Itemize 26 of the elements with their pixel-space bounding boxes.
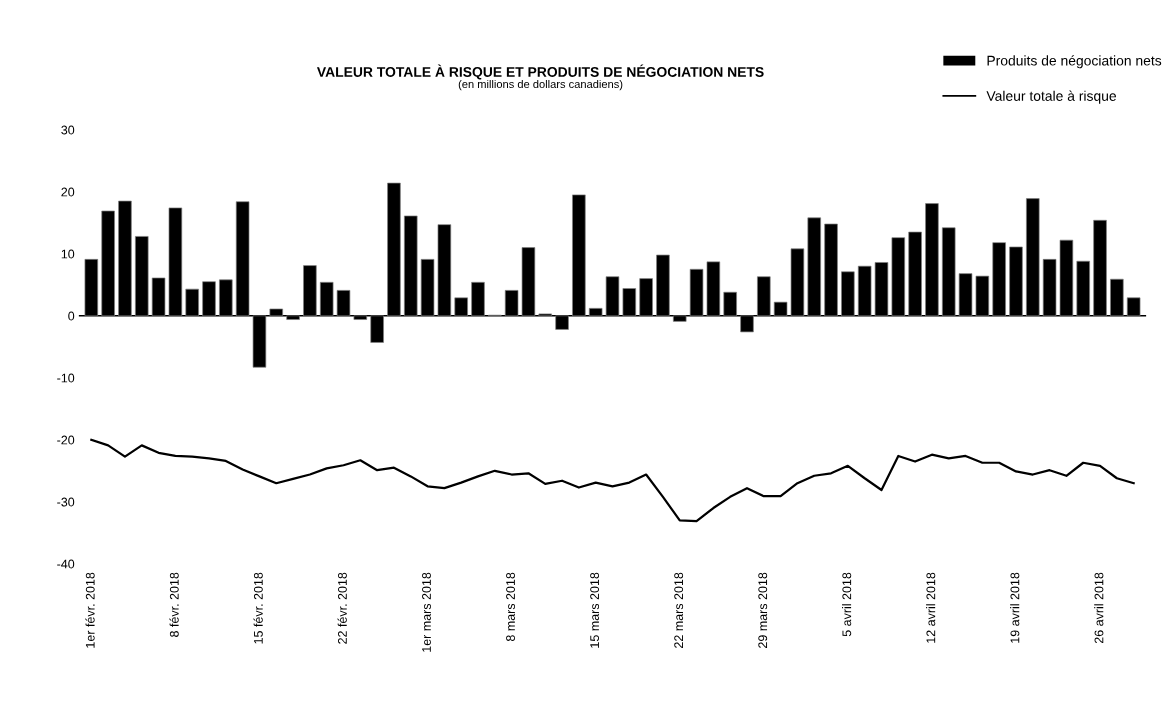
y-tick-label: -40 xyxy=(57,559,75,569)
x-tick-label: 1er mars 2018 xyxy=(422,572,431,652)
x-tick-label: 19 avril 2018 xyxy=(1010,572,1020,643)
x-tick-label: 12 avril 2018 xyxy=(926,572,936,643)
x-tick-label: 1er févr. 2018 xyxy=(85,572,95,648)
y-tick-label: -30 xyxy=(57,497,75,507)
y-tick-label: 10 xyxy=(61,249,75,259)
line-series xyxy=(90,438,1135,523)
x-tick-label: 29 mars 2018 xyxy=(758,572,768,648)
x-tick-label: 15 mars 2018 xyxy=(590,572,600,648)
x-tick-label: 15 févr. 2018 xyxy=(253,572,263,644)
y-tick-label: 30 xyxy=(61,125,75,135)
x-tick-label: 8 févr. 2018 xyxy=(169,572,179,637)
x-tick-label: 5 avril 2018 xyxy=(842,572,852,637)
y-tick-label: -10 xyxy=(57,373,75,383)
x-tick-label: 22 févr. 2018 xyxy=(337,572,347,644)
x-tick-label: 22 mars 2018 xyxy=(674,572,684,648)
chart-subtitle: (en millions de dollars canadiens) xyxy=(458,79,623,91)
y-tick-label: 20 xyxy=(61,187,75,197)
legend-label: Produits de négociation nets xyxy=(987,55,1162,69)
x-tick-label: 26 avril 2018 xyxy=(1094,572,1104,644)
legend-label: Valeur totale à risque xyxy=(986,90,1117,104)
y-tick-label: 0 xyxy=(68,311,75,321)
chart-title: VALEUR TOTALE À RISQUE ET PRODUITS DE NÉGOCIATION NETS xyxy=(316,64,764,80)
y-tick-label: -20 xyxy=(57,435,75,445)
x-tick-label: 8 mars 2018 xyxy=(506,572,515,642)
